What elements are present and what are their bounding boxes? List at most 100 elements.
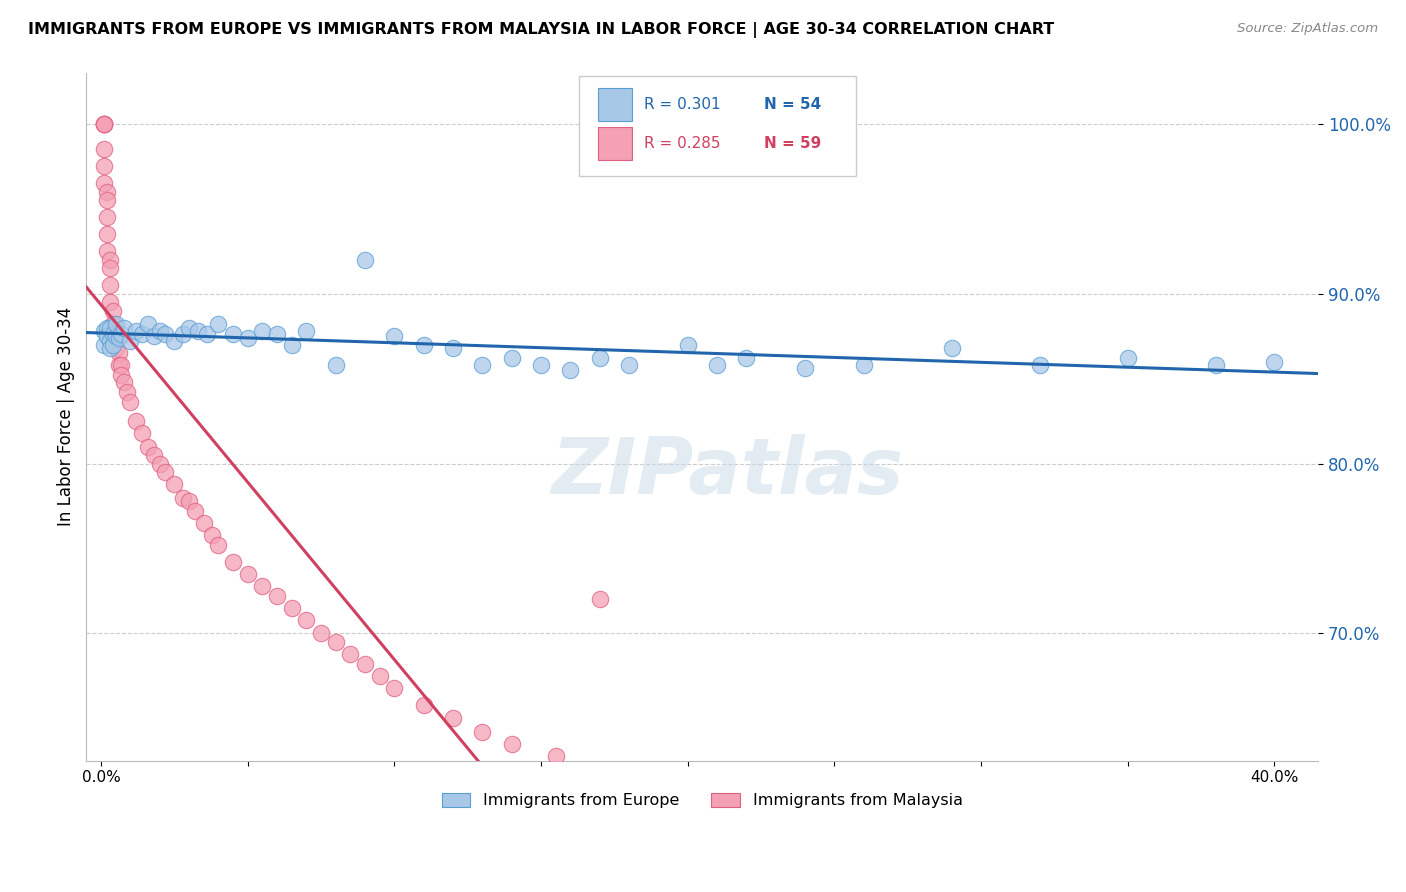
Legend: Immigrants from Europe, Immigrants from Malaysia: Immigrants from Europe, Immigrants from …: [436, 786, 969, 814]
Point: [412, 337, 434, 351]
Point: [96, 329, 118, 343]
Point: [501, 351, 523, 366]
Point: [530, 358, 553, 372]
Point: [104, 327, 127, 342]
Point: [441, 341, 464, 355]
Point: [98, 341, 121, 355]
Point: [155, 465, 177, 479]
Point: [107, 331, 129, 345]
Text: N = 59: N = 59: [763, 136, 821, 152]
Point: [195, 327, 218, 342]
Point: [101, 324, 124, 338]
Point: [354, 252, 377, 267]
Point: [201, 528, 224, 542]
Point: [93, 160, 115, 174]
Point: [142, 448, 165, 462]
Point: [222, 327, 245, 342]
Point: [149, 457, 172, 471]
Point: [107, 358, 129, 372]
Point: [93, 324, 115, 338]
Point: [852, 358, 875, 372]
Point: [676, 337, 699, 351]
Point: [252, 579, 274, 593]
Point: [117, 385, 139, 400]
Point: [96, 227, 118, 242]
Point: [177, 494, 200, 508]
Bar: [598, 128, 633, 161]
Point: [96, 211, 118, 225]
Point: [110, 358, 132, 372]
Point: [93, 117, 115, 131]
Point: [735, 351, 758, 366]
Text: IMMIGRANTS FROM EUROPE VS IMMIGRANTS FROM MALAYSIA IN LABOR FORCE | AGE 30-34 CO: IMMIGRANTS FROM EUROPE VS IMMIGRANTS FRO…: [28, 22, 1054, 38]
Point: [104, 318, 127, 332]
Point: [120, 395, 142, 409]
Point: [136, 318, 159, 332]
Point: [794, 361, 817, 376]
Point: [354, 657, 377, 671]
Text: N = 54: N = 54: [763, 97, 821, 112]
Point: [325, 358, 347, 372]
Point: [295, 613, 318, 627]
Point: [96, 185, 118, 199]
Point: [617, 358, 640, 372]
Point: [441, 711, 464, 725]
Point: [163, 477, 186, 491]
Point: [131, 425, 153, 440]
Point: [412, 698, 434, 712]
Point: [101, 318, 124, 332]
Point: [96, 320, 118, 334]
Point: [252, 324, 274, 338]
Point: [98, 334, 121, 349]
Point: [236, 566, 259, 581]
Point: [471, 724, 494, 739]
Point: [1205, 358, 1227, 372]
Point: [149, 324, 172, 338]
Point: [120, 334, 142, 349]
Point: [1263, 354, 1285, 368]
Point: [588, 351, 610, 366]
Point: [125, 324, 148, 338]
Text: ZIPatlas: ZIPatlas: [551, 434, 903, 510]
Point: [142, 329, 165, 343]
Point: [101, 303, 124, 318]
Point: [112, 320, 135, 334]
FancyBboxPatch shape: [579, 77, 856, 176]
Point: [93, 142, 115, 156]
Point: [560, 363, 582, 377]
Point: [93, 117, 115, 131]
Point: [266, 327, 288, 342]
Point: [1116, 351, 1139, 366]
Point: [941, 341, 963, 355]
Point: [280, 337, 302, 351]
Point: [501, 737, 523, 751]
Point: [93, 337, 115, 351]
Point: [325, 635, 347, 649]
Point: [588, 592, 610, 607]
Point: [187, 324, 209, 338]
Point: [96, 194, 118, 208]
Point: [98, 295, 121, 310]
Point: [131, 327, 153, 342]
Point: [193, 516, 215, 530]
Bar: [598, 88, 633, 121]
Point: [136, 440, 159, 454]
Point: [207, 538, 229, 552]
Point: [98, 261, 121, 276]
Text: R = 0.301: R = 0.301: [644, 97, 721, 112]
Point: [172, 327, 194, 342]
Point: [98, 278, 121, 293]
Point: [155, 327, 177, 342]
Point: [112, 375, 135, 389]
Point: [236, 331, 259, 345]
Point: [471, 358, 494, 372]
Text: Source: ZipAtlas.com: Source: ZipAtlas.com: [1237, 22, 1378, 36]
Point: [295, 324, 318, 338]
Y-axis label: In Labor Force | Age 30-34: In Labor Force | Age 30-34: [58, 307, 75, 526]
Point: [207, 318, 229, 332]
Text: R = 0.285: R = 0.285: [644, 136, 721, 152]
Point: [184, 504, 207, 518]
Point: [339, 647, 361, 661]
Point: [544, 748, 567, 763]
Point: [101, 327, 124, 342]
